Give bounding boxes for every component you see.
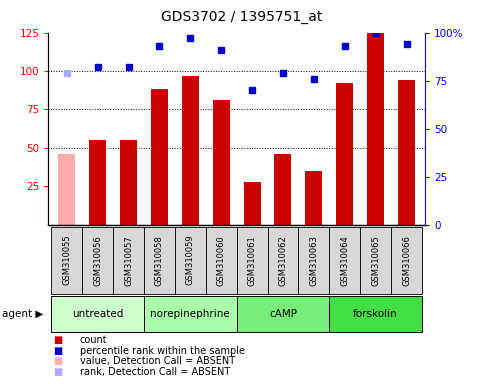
- Bar: [51, 227, 82, 294]
- Bar: [237, 296, 329, 332]
- Bar: [82, 227, 113, 294]
- Text: GSM310062: GSM310062: [279, 235, 287, 286]
- Text: agent ▶: agent ▶: [2, 309, 44, 319]
- Text: count: count: [80, 335, 107, 345]
- Bar: [144, 227, 175, 294]
- Bar: [206, 227, 237, 294]
- Bar: [329, 296, 422, 332]
- Bar: [175, 227, 206, 294]
- Text: GSM310059: GSM310059: [186, 235, 195, 285]
- Bar: [336, 83, 353, 225]
- Text: value, Detection Call = ABSENT: value, Detection Call = ABSENT: [80, 356, 235, 366]
- Text: cAMP: cAMP: [269, 309, 297, 319]
- Text: GSM310057: GSM310057: [124, 235, 133, 286]
- Text: GSM310056: GSM310056: [93, 235, 102, 286]
- Text: GSM310061: GSM310061: [248, 235, 256, 286]
- Bar: [151, 89, 168, 225]
- Bar: [182, 76, 199, 225]
- Bar: [51, 296, 144, 332]
- Text: norepinephrine: norepinephrine: [151, 309, 230, 319]
- Bar: [360, 227, 391, 294]
- Bar: [243, 182, 261, 225]
- Bar: [305, 171, 322, 225]
- Text: untreated: untreated: [72, 309, 123, 319]
- Bar: [268, 227, 298, 294]
- Text: rank, Detection Call = ABSENT: rank, Detection Call = ABSENT: [80, 367, 230, 377]
- Text: percentile rank within the sample: percentile rank within the sample: [80, 346, 245, 356]
- Bar: [329, 227, 360, 294]
- Text: forskolin: forskolin: [353, 309, 398, 319]
- Bar: [391, 227, 422, 294]
- Text: GSM310055: GSM310055: [62, 235, 71, 285]
- Bar: [58, 154, 75, 225]
- Bar: [298, 227, 329, 294]
- Bar: [367, 33, 384, 225]
- Bar: [237, 227, 268, 294]
- Text: GSM310058: GSM310058: [155, 235, 164, 286]
- Text: GSM310064: GSM310064: [340, 235, 349, 286]
- Text: GSM310065: GSM310065: [371, 235, 380, 286]
- Bar: [213, 100, 230, 225]
- Bar: [144, 296, 237, 332]
- Bar: [274, 154, 291, 225]
- Text: GSM310066: GSM310066: [402, 235, 411, 286]
- Text: GSM310060: GSM310060: [217, 235, 226, 286]
- Text: ■: ■: [53, 356, 63, 366]
- Bar: [89, 140, 106, 225]
- Text: ■: ■: [53, 346, 63, 356]
- Text: GDS3702 / 1395751_at: GDS3702 / 1395751_at: [161, 10, 322, 23]
- Bar: [113, 227, 144, 294]
- Text: ■: ■: [53, 335, 63, 345]
- Text: ■: ■: [53, 367, 63, 377]
- Text: GSM310063: GSM310063: [310, 235, 318, 286]
- Bar: [120, 140, 137, 225]
- Bar: [398, 80, 415, 225]
